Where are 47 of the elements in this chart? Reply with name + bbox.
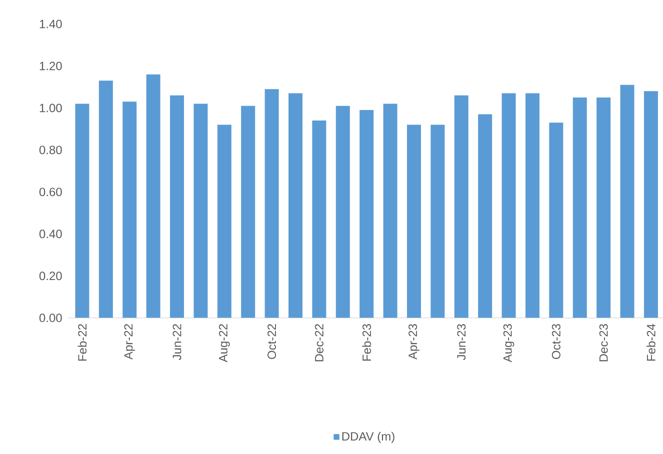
bar xyxy=(620,84,634,318)
legend-label: DDAV (m) xyxy=(342,432,394,444)
bar xyxy=(502,93,516,318)
bar xyxy=(549,122,564,318)
bar xyxy=(383,104,398,318)
y-tick-label: 1.00 xyxy=(40,104,62,112)
bar xyxy=(596,98,611,318)
bar xyxy=(572,98,587,318)
y-tick-label: 1.20 xyxy=(40,62,62,70)
y-tick-label: 0.00 xyxy=(39,314,62,322)
x-tick-label: Feb-24 xyxy=(646,324,656,361)
bar xyxy=(288,93,302,318)
x-tick-label: Apr-23 xyxy=(408,324,420,360)
bar xyxy=(336,106,350,318)
bar xyxy=(146,74,160,318)
x-tick-label: Feb-22 xyxy=(78,324,87,361)
x-tick-label: Jun-22 xyxy=(172,324,182,360)
y-tick-label: 0.80 xyxy=(39,146,62,154)
x-tick-label: Oct-22 xyxy=(268,324,276,360)
y-tick-label: 1.40 xyxy=(40,20,62,28)
bar xyxy=(75,104,90,318)
x-tick-label: Feb-23 xyxy=(362,324,371,361)
bar xyxy=(217,124,232,318)
y-tick-label: 0.20 xyxy=(39,272,62,280)
bar xyxy=(454,95,468,318)
x-tick-label: Aug-22 xyxy=(218,324,230,362)
bar xyxy=(122,102,137,318)
bar xyxy=(406,124,421,318)
bar xyxy=(360,110,374,318)
x-tick-label: Dec-22 xyxy=(314,324,324,362)
bar xyxy=(644,91,658,318)
bar xyxy=(170,95,184,318)
x-tick-label: Apr-22 xyxy=(124,324,136,360)
bar xyxy=(312,120,326,318)
y-tick-label: 0.60 xyxy=(39,188,62,196)
bar xyxy=(98,80,113,318)
bar xyxy=(241,106,256,318)
x-tick-label: Oct-23 xyxy=(552,324,560,360)
bar xyxy=(525,93,540,318)
bar xyxy=(264,89,279,318)
y-tick-label: 0.40 xyxy=(39,230,62,238)
x-tick-label: Dec-23 xyxy=(599,324,608,362)
bar xyxy=(194,104,208,318)
x-tick-label: Jun-23 xyxy=(457,324,466,360)
x-tick-label: Aug-23 xyxy=(503,324,514,362)
bar xyxy=(478,114,492,318)
bar xyxy=(430,124,445,318)
